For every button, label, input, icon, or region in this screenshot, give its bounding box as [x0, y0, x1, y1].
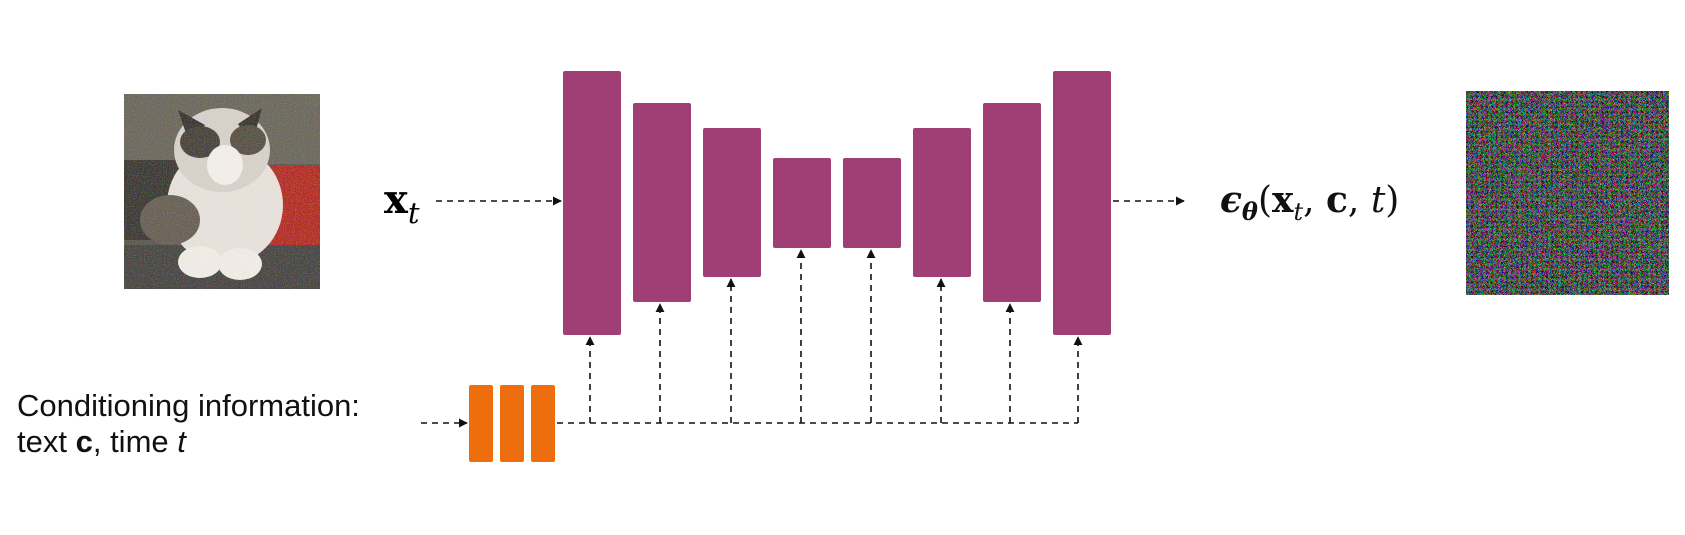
output-comma-2: ,	[1348, 180, 1371, 221]
unet-encoder-block-3	[703, 128, 761, 277]
noisy-cat-image-icon	[124, 94, 320, 289]
output-close-paren: )	[1385, 180, 1399, 221]
conditioning-encoder	[469, 385, 555, 462]
output-t: t	[1371, 180, 1386, 221]
output-open-paren: (	[1258, 180, 1272, 221]
unet	[563, 71, 1111, 335]
arrows	[421, 196, 1185, 428]
input-symbol: x	[384, 176, 409, 223]
conditioning-text-prefix: text	[17, 424, 76, 459]
conditioning-block-3	[531, 385, 555, 462]
conditioning-t: t	[177, 424, 187, 459]
unet-decoder-block-2	[913, 128, 971, 277]
input-subscript: t	[408, 196, 420, 230]
conditioning-block-1	[469, 385, 493, 462]
output-label: ϵθ(xt, c, t)	[1220, 179, 1399, 226]
unet-encoder-block-1	[563, 71, 621, 335]
input-label: xt	[384, 176, 420, 230]
output-comma-1: ,	[1303, 180, 1326, 221]
unet-decoder-block-3	[983, 103, 1041, 302]
noise-image-icon	[1466, 91, 1669, 295]
output-c: c	[1326, 179, 1348, 221]
conditioning-line-2: text c, time t	[17, 424, 187, 459]
unet-encoder-block-2	[633, 103, 691, 302]
conditioning-line-1: Conditioning information:	[17, 388, 360, 423]
output-theta: θ	[1242, 197, 1258, 226]
conditioning-block-2	[500, 385, 524, 462]
unet-encoder-block-4	[773, 158, 831, 248]
unet-decoder-block-4	[1053, 71, 1111, 335]
unet-decoder-block-1	[843, 158, 901, 248]
conditioning-c: c	[76, 424, 93, 459]
output-x-subscript: t	[1293, 198, 1303, 226]
output-eps: ϵ	[1220, 179, 1242, 221]
output-x: x	[1272, 179, 1294, 221]
conditioning-time-prefix: , time	[93, 424, 177, 459]
